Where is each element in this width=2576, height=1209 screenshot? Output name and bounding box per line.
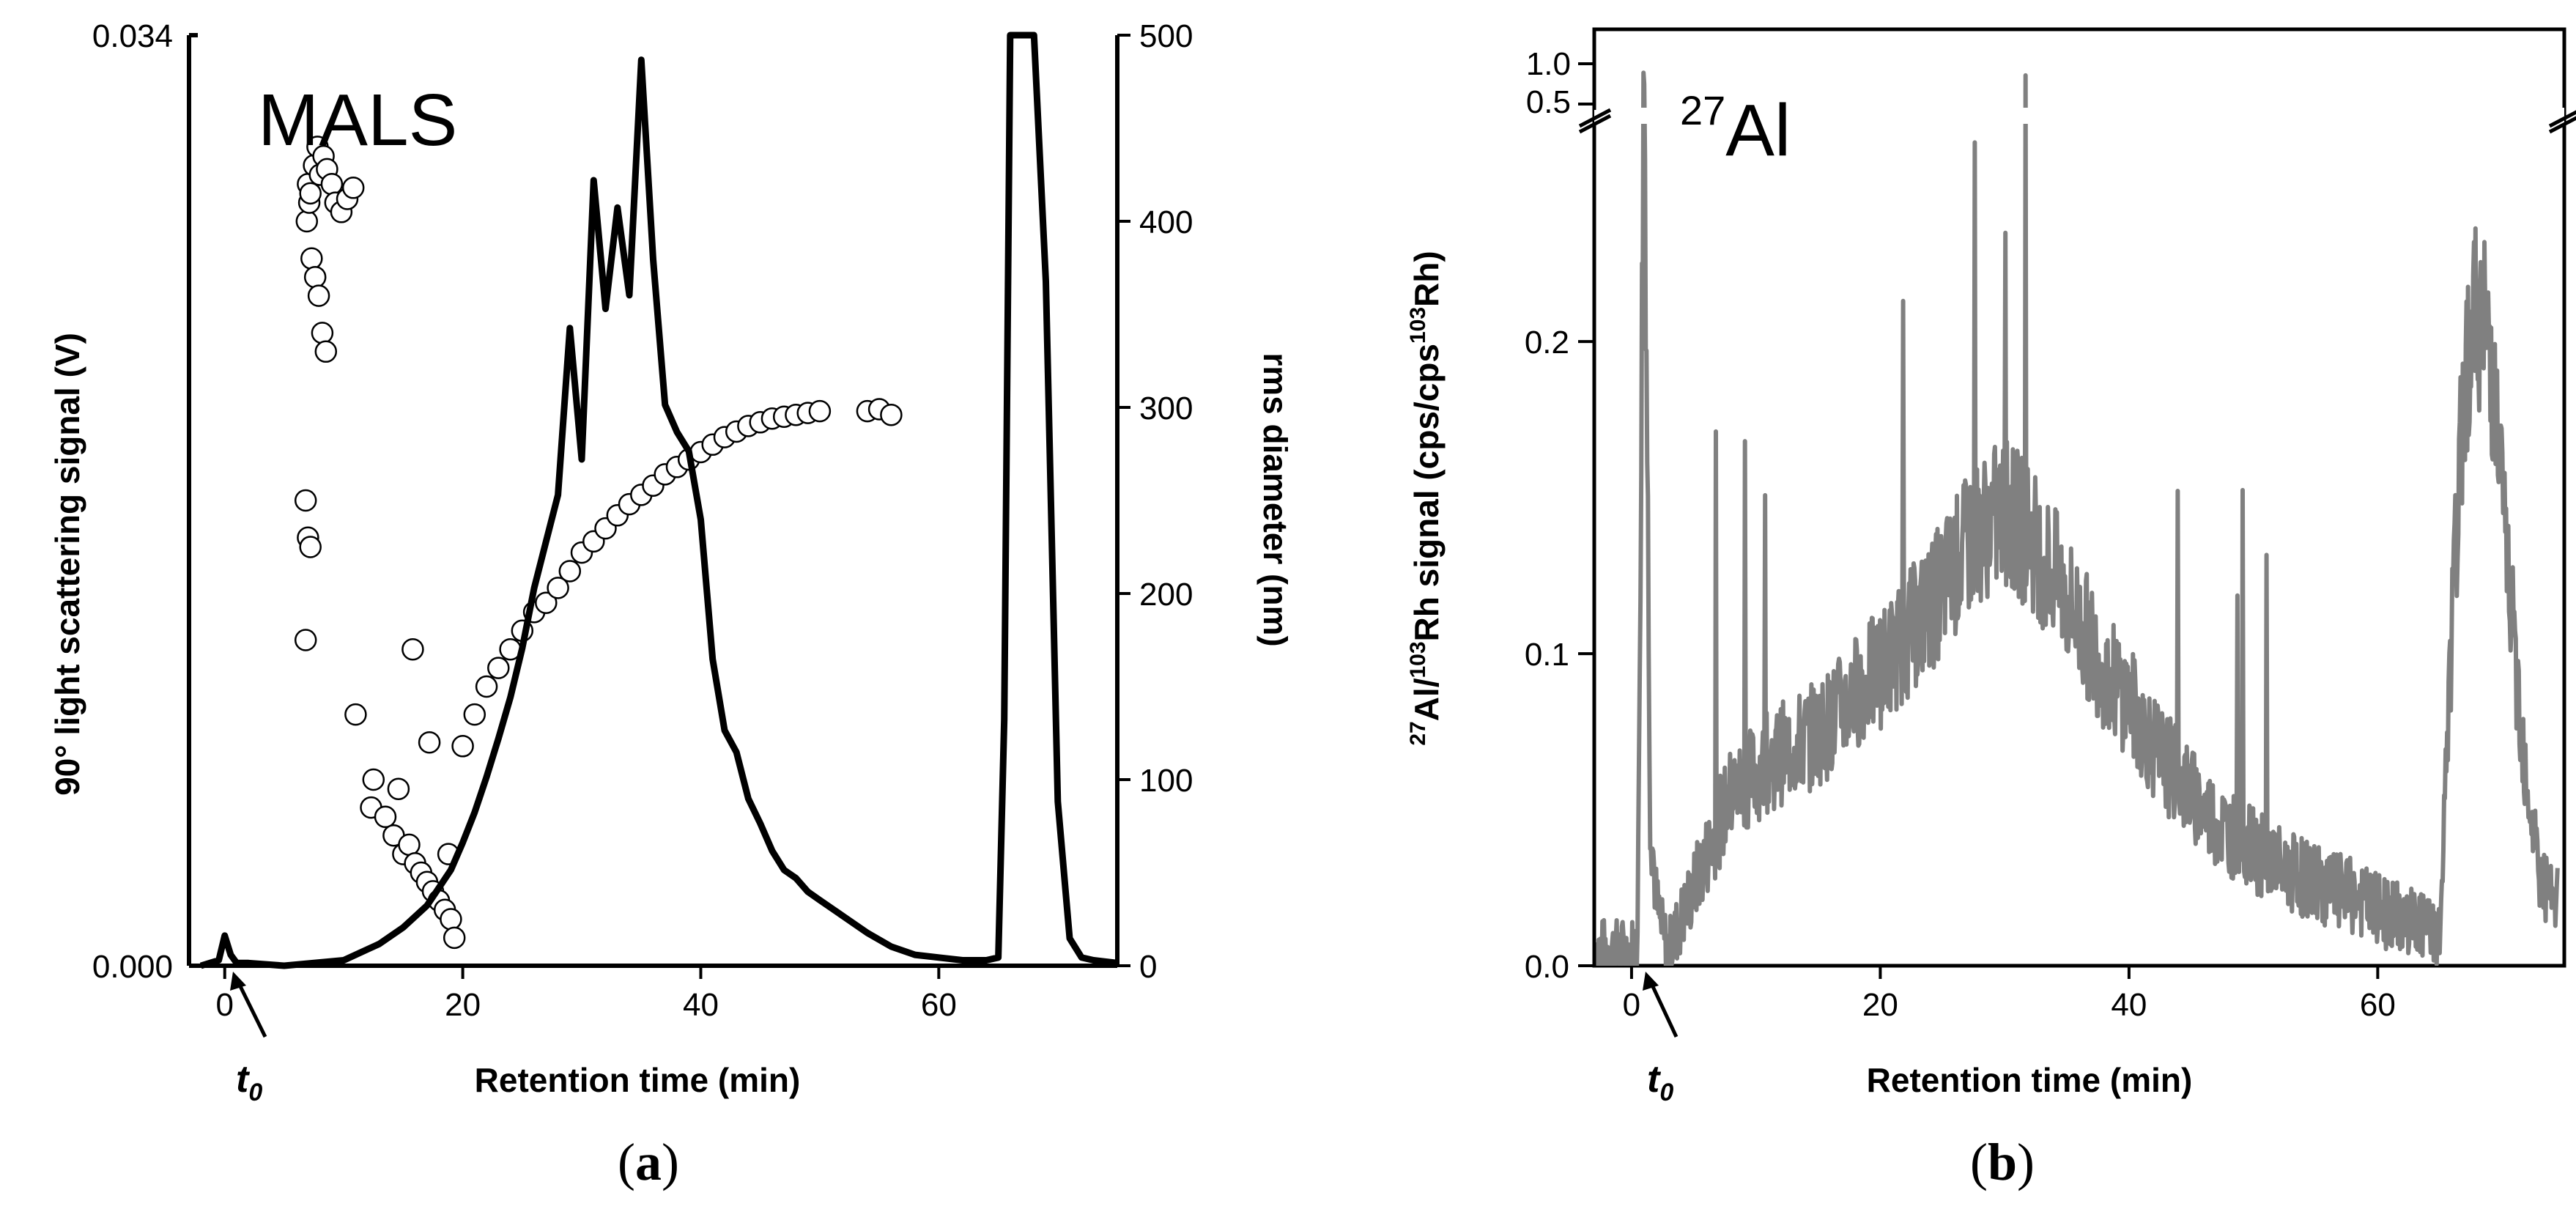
chart-a-xtick-3: 60 xyxy=(921,987,957,1023)
svg-text:t0: t0 xyxy=(236,1058,262,1106)
chart-a-ytick-right-1: 100 xyxy=(1139,763,1193,799)
chart-a-ytick-right-0: 0 xyxy=(1139,949,1157,985)
chart-b-ytick-1: 0.1 xyxy=(1525,637,1569,673)
chart-b-xtick-0: 0 xyxy=(1623,987,1640,1023)
chart-a-left-y-label: 90° light scattering signal (V) xyxy=(48,333,86,796)
chart-b-xtick-1: 20 xyxy=(1862,987,1898,1023)
chart-a-rms-point-17 xyxy=(311,322,334,344)
chart-a-right-ticks: 0 100 200 300 400 500 xyxy=(1117,18,1193,985)
chart-a-xtick-1: 20 xyxy=(445,987,481,1023)
chart-b: 0 20 40 60 0.0 0.1 0.2 1.0 0.5 27Al t0 Retent… xyxy=(1406,27,2576,1191)
chart-a-rms-point-18 xyxy=(314,340,338,363)
chart-b-y-ticks: 0.0 0.1 0.2 xyxy=(1525,325,1594,985)
chart-a: 0 20 40 60 0.000 0.034 0 100 200 300 400 500 MALS… xyxy=(48,18,1288,1191)
chart-b-t0-sub: 0 xyxy=(1659,1079,1673,1106)
chart-b-break-tick-0: 0.5 xyxy=(1526,84,1571,120)
chart-b-x-ticks: 0 20 40 60 xyxy=(1623,966,2396,1023)
chart-a-ytick-right-3: 300 xyxy=(1139,391,1193,426)
chart-a-rms-point-16 xyxy=(307,284,330,307)
chart-b-caption: (b) xyxy=(1970,1133,2035,1191)
chart-b-ytick-0: 0.0 xyxy=(1525,949,1569,985)
chart-a-rms-point-50 xyxy=(547,577,569,599)
chart-b-break-tick-1: 1.0 xyxy=(1526,46,1571,82)
chart-a-rms-point-23 xyxy=(344,703,367,726)
chart-a-rms-point-37 xyxy=(443,926,466,950)
chart-b-t0-marker: t0 xyxy=(1643,972,1679,1106)
chart-a-ytick-left-1: 0.034 xyxy=(92,18,173,54)
chart-a-rms-point-41 xyxy=(418,731,441,754)
chart-b-xtick-3: 60 xyxy=(2360,987,2396,1023)
chart-a-ytick-right-5: 500 xyxy=(1139,18,1193,54)
chart-a-rms-point-13 xyxy=(341,177,365,199)
chart-a-ytick-left-0: 0.000 xyxy=(92,949,173,985)
chart-a-ytick-right-4: 400 xyxy=(1139,204,1193,240)
chart-a-rms-point-26 xyxy=(374,805,397,829)
chart-a-rms-point-29 xyxy=(398,833,421,857)
chart-a-rms-point-40 xyxy=(387,777,410,800)
chart-b-xtick-2: 40 xyxy=(2111,987,2147,1023)
chart-a-t0-marker: t0 xyxy=(230,972,267,1106)
chart-a-rms-point-51 xyxy=(558,560,582,583)
chart-a-rms-point-72 xyxy=(808,399,832,423)
chart-a-rms-point-36 xyxy=(440,908,462,931)
chart-a-rms-point-22 xyxy=(294,629,317,651)
chart-a-rms-point-44 xyxy=(475,675,498,698)
chart-a-rms-point-39 xyxy=(401,637,424,661)
chart-a-light-scattering-line xyxy=(199,32,1118,969)
chart-b-annotation: 27Al xyxy=(1680,87,1791,171)
chart-a-caption: (a) xyxy=(618,1133,679,1191)
chart-b-t0-t: t xyxy=(1647,1058,1662,1101)
chart-a-rms-point-19 xyxy=(294,489,317,512)
chart-a-rms-point-75 xyxy=(880,403,903,426)
chart-a-rms-point-43 xyxy=(463,703,486,726)
svg-text:t0: t0 xyxy=(1647,1058,1673,1106)
chart-b-x-label: Retention time (min) xyxy=(1867,1061,2193,1099)
chart-a-x-label: Retention time (min) xyxy=(475,1061,801,1099)
chart-a-t0-t: t xyxy=(236,1058,251,1101)
chart-a-rms-point-14 xyxy=(300,247,323,270)
chart-a-rms-point-45 xyxy=(487,657,510,679)
chart-a-axes xyxy=(187,33,1119,968)
chart-a-left-ticks: 0.000 0.034 xyxy=(92,18,173,985)
chart-a-rms-point-21 xyxy=(299,536,322,558)
chart-a-annotation: MALS xyxy=(258,79,457,161)
chart-a-rms-point-3 xyxy=(299,182,322,205)
chart-a-xtick-0: 0 xyxy=(215,987,233,1023)
chart-b-al-signal-line xyxy=(1594,70,2560,966)
chart-b-axis-break: 1.0 0.5 xyxy=(1526,29,2576,966)
chart-a-ytick-right-2: 200 xyxy=(1139,577,1193,613)
chart-a-t0-sub: 0 xyxy=(248,1079,262,1106)
chart-a-rms-point-24 xyxy=(362,768,385,791)
chart-a-rms-point-15 xyxy=(303,265,327,289)
chart-a-xtick-2: 40 xyxy=(683,987,719,1023)
chart-a-rms-point-0 xyxy=(295,210,319,233)
chart-a-right-y-label: rms diameter (nm) xyxy=(1256,352,1288,646)
chart-b-y-label: 27Al/103Rh signal (cps/cps103Rh) xyxy=(1406,251,1446,745)
chart-a-rms-scatter xyxy=(294,136,903,950)
chart-b-ytick-2: 0.2 xyxy=(1525,325,1569,361)
chart-a-rms-point-42 xyxy=(451,735,474,758)
chart-a-rms-point-49 xyxy=(535,591,558,614)
chart-a-x-ticks: 0 20 40 60 xyxy=(215,966,957,1023)
chart-a-rms-point-9 xyxy=(320,172,344,196)
